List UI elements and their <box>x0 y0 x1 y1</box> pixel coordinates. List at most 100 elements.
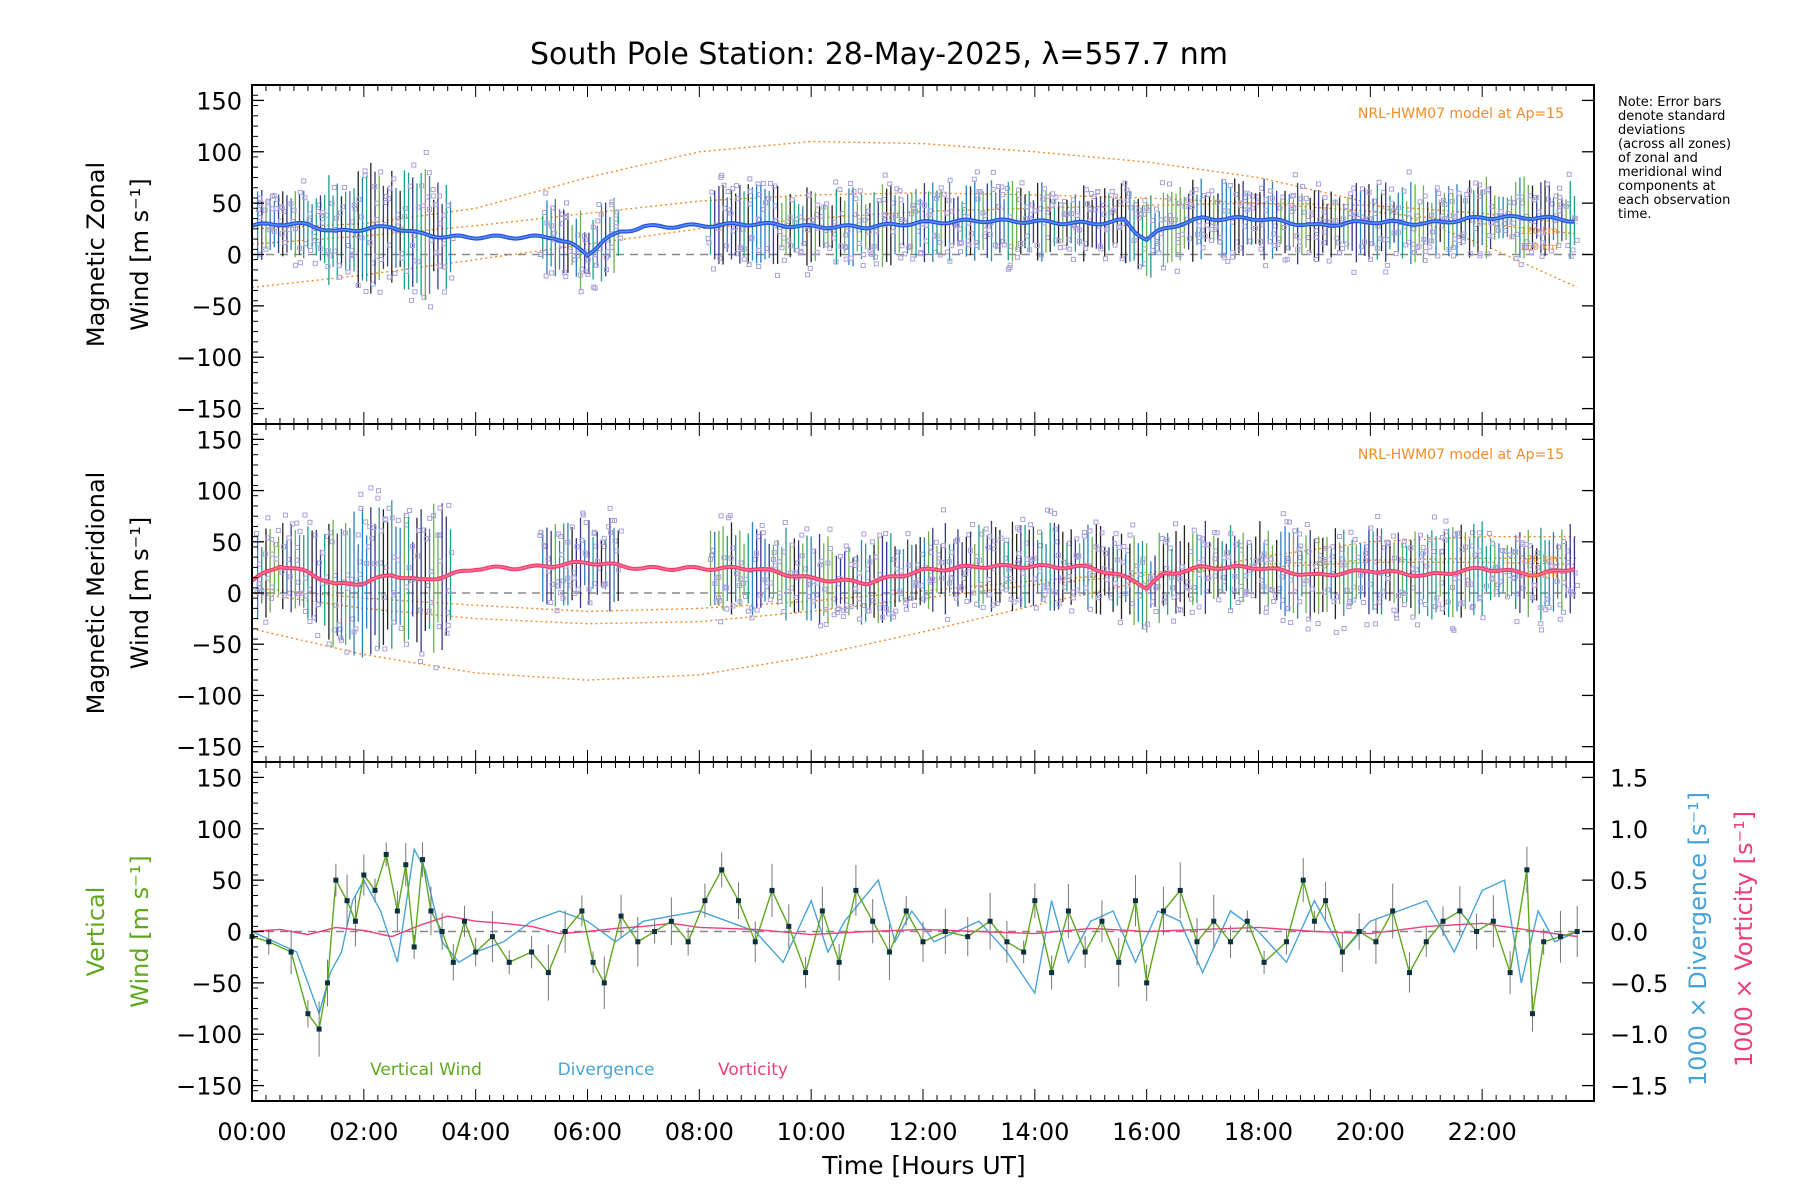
zone-point <box>1513 256 1519 262</box>
vertical-wind-point <box>288 949 294 955</box>
zone-point <box>543 190 549 196</box>
zone-point <box>1411 241 1417 247</box>
zone-point <box>992 242 998 248</box>
zone-point <box>1538 627 1544 633</box>
zone-point <box>1406 169 1412 175</box>
zone-point <box>876 198 882 204</box>
y-tick-label: −100 <box>176 344 242 372</box>
zone-point <box>823 607 829 613</box>
zone-point <box>1065 237 1071 243</box>
vertical-wind-point <box>266 939 272 945</box>
zone-point <box>1269 195 1275 201</box>
zone-point <box>957 241 963 247</box>
zone-point <box>1417 532 1423 538</box>
zone-point <box>264 535 270 541</box>
zone-point <box>1371 198 1377 204</box>
zone-point <box>948 243 954 249</box>
zone-point <box>1549 201 1555 207</box>
zone-point <box>741 256 747 262</box>
zone-point <box>760 530 766 536</box>
zone-point <box>1434 595 1440 601</box>
zone-point <box>789 197 795 203</box>
vertical-wind-point <box>668 918 674 924</box>
zone-point <box>1244 190 1250 196</box>
zone-point <box>1303 578 1309 584</box>
right-tick-label: 0.0 <box>1610 919 1648 947</box>
zone-point <box>853 562 859 568</box>
zone-point <box>580 512 586 518</box>
zone-point <box>1410 566 1416 572</box>
y-tick-label: 0 <box>227 919 242 947</box>
zone-point <box>1062 244 1068 250</box>
zone-point <box>1045 507 1051 513</box>
zone-point <box>848 562 854 568</box>
y-tick-label: 50 <box>211 190 242 218</box>
zone-point <box>1351 185 1357 191</box>
zone-point <box>415 204 421 210</box>
zone-point <box>1546 196 1552 202</box>
vertical-wind-point <box>735 898 741 904</box>
zone-point <box>1007 262 1013 268</box>
zone-point <box>282 512 288 518</box>
zone-point <box>1329 554 1335 560</box>
y-tick-label: 150 <box>196 426 242 454</box>
zone-point <box>312 260 318 266</box>
zone-point <box>1189 609 1195 615</box>
zone-point <box>947 177 953 183</box>
zone-point <box>544 220 550 226</box>
zone-point <box>609 244 615 250</box>
zone-point <box>575 253 581 259</box>
zone-point <box>1303 195 1309 201</box>
y-tick-label: 0 <box>227 580 242 608</box>
zone-point <box>331 627 337 633</box>
zone-point <box>823 621 829 627</box>
zone-point <box>342 530 348 536</box>
zone-point <box>752 556 758 562</box>
zone-point <box>1422 257 1428 263</box>
zone-point <box>377 289 383 295</box>
zone-point <box>1556 243 1562 249</box>
zone-point <box>1557 616 1563 622</box>
zone-point <box>918 251 924 257</box>
zone-point <box>824 201 830 207</box>
zone-point <box>1558 202 1564 208</box>
zone-point <box>763 200 769 206</box>
zone-point <box>306 217 312 223</box>
zone-point <box>292 226 298 232</box>
vertical-wind-point <box>1261 959 1267 965</box>
zone-point <box>955 537 961 543</box>
zone-point <box>404 584 410 590</box>
zone-point <box>372 561 378 567</box>
vertical-wind-point <box>652 929 658 934</box>
zone-point <box>367 240 373 246</box>
vertical-wind-point <box>420 857 426 863</box>
x-tick-label: 02:00 <box>329 1118 398 1146</box>
zone-point <box>1024 204 1030 210</box>
zone-point <box>1340 556 1346 562</box>
zone-point <box>609 202 615 208</box>
zone-point <box>893 608 899 614</box>
zone-point <box>1193 187 1199 193</box>
zone-point <box>1417 199 1423 205</box>
right-tick-label: −0.5 <box>1610 970 1668 998</box>
zone-point <box>1472 552 1478 558</box>
zone-point <box>603 254 609 260</box>
zone-point <box>1470 530 1476 536</box>
zone-point <box>1218 234 1224 240</box>
vertical-wind-point <box>324 980 330 986</box>
zone-point <box>1263 263 1269 269</box>
zone-point <box>571 570 577 576</box>
zone-point <box>990 186 996 192</box>
zone-point <box>1538 621 1544 627</box>
zone-point <box>374 217 380 223</box>
x-tick-label: 20:00 <box>1336 1118 1405 1146</box>
zone-point <box>563 274 569 280</box>
zone-point <box>412 289 418 295</box>
zone-point <box>1369 241 1375 247</box>
zone-point <box>1548 248 1554 254</box>
y-tick-label: 100 <box>196 816 242 844</box>
zone-point <box>882 172 888 178</box>
zone-point <box>342 185 348 191</box>
zone-point <box>877 571 883 577</box>
zone-point <box>743 576 749 582</box>
